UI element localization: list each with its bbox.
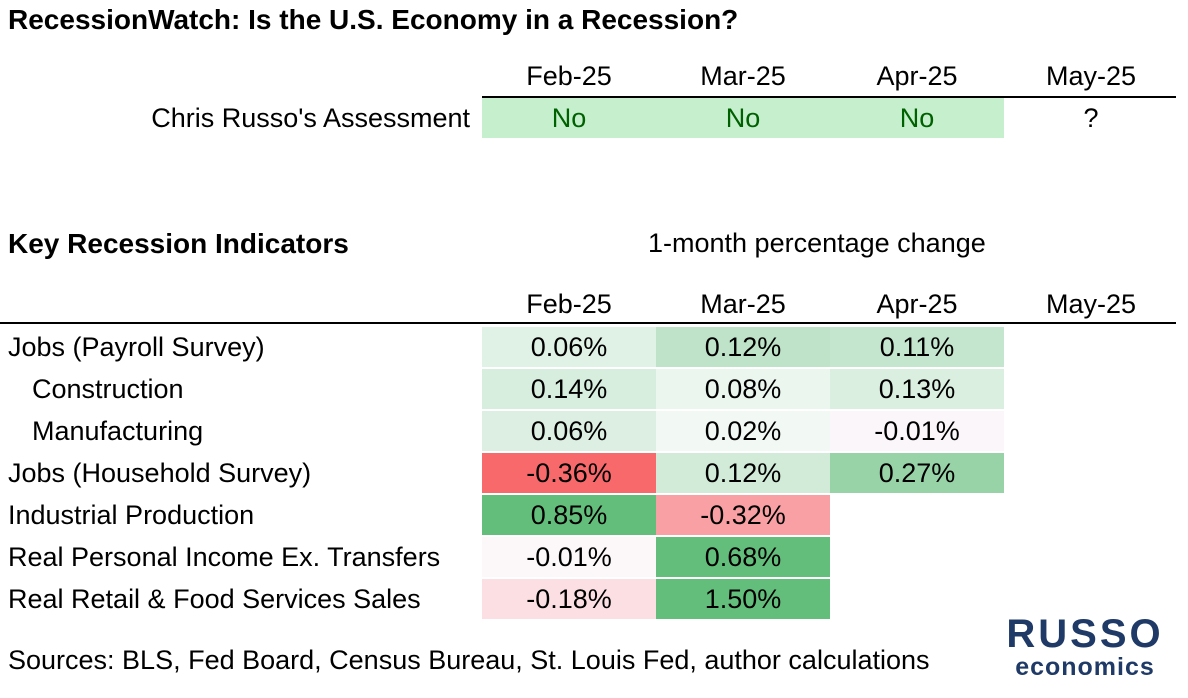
- logo-text-russo: RUSSO: [1006, 612, 1164, 656]
- section-title: Key Recession Indicators: [8, 228, 349, 259]
- indicator-cell: 0.06%: [482, 411, 656, 451]
- page-title: RecessionWatch: Is the U.S. Economy in a…: [8, 4, 739, 35]
- indicator-cell: 0.12%: [656, 453, 830, 493]
- indicator-cell: 0.27%: [830, 453, 1004, 493]
- indicator-cell: -0.01%: [830, 411, 1004, 451]
- indicator-cell: 0.68%: [656, 537, 830, 577]
- month-header: Mar-25: [700, 289, 786, 319]
- indicator-cell: 0.11%: [830, 327, 1004, 367]
- assessment-cell: No: [482, 98, 656, 138]
- indicator-cell: -0.32%: [656, 495, 830, 535]
- indicator-cell: 0.85%: [482, 495, 656, 535]
- sources-note: Sources: BLS, Fed Board, Census Bureau, …: [8, 645, 930, 675]
- indicator-cell: -0.01%: [482, 537, 656, 577]
- month-header: May-25: [1045, 289, 1137, 319]
- indicator-label: Real Retail & Food Services Sales: [8, 584, 421, 614]
- assessment-cell: No: [830, 98, 1004, 138]
- indicator-cell: 0.06%: [482, 327, 656, 367]
- indicator-label: Jobs (Payroll Survey): [8, 332, 265, 362]
- indicator-cell: 1.50%: [656, 579, 830, 619]
- month-header: May-25: [1045, 61, 1137, 91]
- month-header: Mar-25: [700, 61, 786, 91]
- section-subtitle: 1-month percentage change: [648, 228, 986, 258]
- assessment-header-divider: [482, 96, 1176, 98]
- logo-text-economics: economics: [1015, 653, 1155, 681]
- assessment-label: Chris Russo's Assessment: [151, 103, 470, 133]
- month-header: Feb-25: [526, 61, 612, 91]
- indicator-cell: 0.12%: [656, 327, 830, 367]
- indicator-label: Construction: [32, 374, 184, 404]
- indicator-cell: 0.13%: [830, 369, 1004, 409]
- indicator-cell: 0.14%: [482, 369, 656, 409]
- month-header: Feb-25: [526, 289, 612, 319]
- assessment-cell: No: [656, 98, 830, 138]
- indicator-cell: 0.02%: [656, 411, 830, 451]
- assessment-cell: ?: [1004, 98, 1178, 138]
- indicator-label: Industrial Production: [8, 500, 255, 530]
- indicator-label: Real Personal Income Ex. Transfers: [8, 542, 441, 572]
- indicator-cell: 0.08%: [656, 369, 830, 409]
- month-header: Apr-25: [876, 289, 958, 319]
- indicator-label: Manufacturing: [32, 416, 204, 446]
- month-header: Apr-25: [876, 61, 958, 91]
- indicator-label: Jobs (Household Survey): [8, 458, 312, 488]
- indicators-header-divider: [0, 322, 1176, 324]
- indicator-cell: -0.36%: [482, 453, 656, 493]
- indicator-cell: -0.18%: [482, 579, 656, 619]
